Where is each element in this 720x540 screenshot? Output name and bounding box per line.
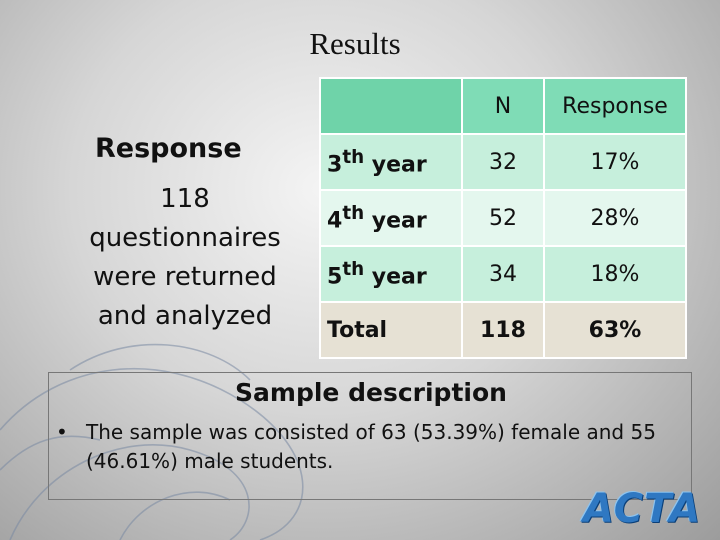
response-cell: 18% xyxy=(543,245,687,303)
response-cell: 28% xyxy=(543,189,687,247)
table-total-row: Total 118 63% xyxy=(319,301,687,359)
header-cell-response: Response xyxy=(543,77,687,135)
year-suffix: th xyxy=(342,202,365,224)
response-heading: Response xyxy=(95,133,242,164)
year-number: 3 xyxy=(327,152,343,178)
table-row: 4th year 52 28% xyxy=(319,189,687,247)
year-cell: 4th year xyxy=(319,189,463,247)
year-word: year xyxy=(364,152,427,178)
sample-description-title: Sample description xyxy=(235,378,507,407)
response-summary-text: 118 questionnaires were returned and ana… xyxy=(89,184,281,331)
year-word: year xyxy=(364,264,427,290)
year-number: 5 xyxy=(327,264,343,290)
table-row: 3th year 32 17% xyxy=(319,133,687,191)
year-cell: 5th year xyxy=(319,245,463,303)
year-suffix: th xyxy=(342,258,365,280)
header-cell-n: N xyxy=(461,77,545,135)
total-label-cell: Total xyxy=(319,301,463,359)
header-cell-empty xyxy=(319,77,463,135)
response-cell: 17% xyxy=(543,133,687,191)
table-row: 5th year 34 18% xyxy=(319,245,687,303)
sample-description-bullet: • The sample was consisted of 63 (53.39%… xyxy=(56,418,696,476)
year-suffix: th xyxy=(342,146,365,168)
total-n-cell: 118 xyxy=(461,301,545,359)
year-number: 4 xyxy=(327,208,343,234)
year-word: year xyxy=(364,208,427,234)
n-cell: 32 xyxy=(461,133,545,191)
table-header-row: N Response xyxy=(319,77,687,135)
sample-description-box xyxy=(48,372,692,500)
total-response-cell: 63% xyxy=(543,301,687,359)
acta-logo: ACTA xyxy=(583,486,702,532)
n-cell: 52 xyxy=(461,189,545,247)
sample-description-text: The sample was consisted of 63 (53.39%) … xyxy=(86,420,656,473)
n-cell: 34 xyxy=(461,245,545,303)
year-cell: 3th year xyxy=(319,133,463,191)
bullet-marker: • xyxy=(56,420,68,444)
slide-title: Results xyxy=(309,26,401,61)
results-table: N Response 3th year 32 17% 4th year 52 2… xyxy=(319,77,687,359)
